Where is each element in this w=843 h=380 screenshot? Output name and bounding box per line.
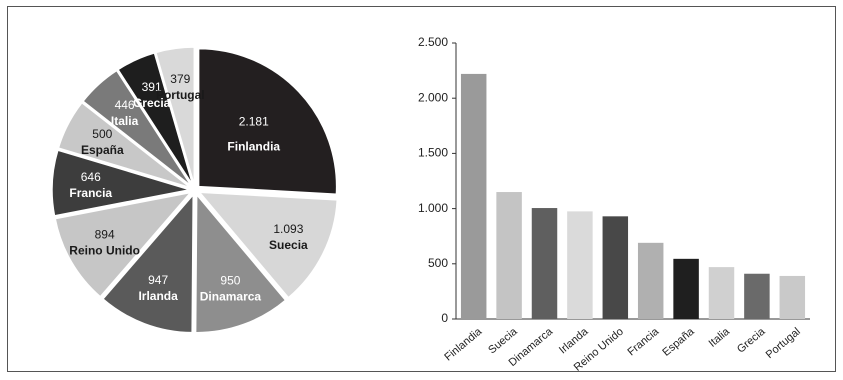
x-tick-label: Finlandia (442, 325, 485, 363)
pie-value-label: 950 (220, 273, 240, 287)
pie-slice-españa (57, 101, 192, 189)
bar-grecia (744, 273, 770, 319)
bar-reino-unido (602, 216, 629, 319)
pie-slice-irlanda (101, 192, 195, 334)
pie-category-label: Dinamarca (200, 289, 262, 303)
bar-irlanda (567, 211, 593, 319)
pie-value-label: 446 (115, 98, 135, 112)
pie-value-label: 2.181 (239, 115, 269, 129)
bar-dinamarca (531, 208, 558, 319)
pie-slice-reino-unido (54, 191, 193, 298)
pie-category-label: Grecia (133, 96, 171, 110)
x-tick-label: Italia (707, 325, 733, 350)
pie-category-label: Reino Unido (69, 243, 140, 257)
chart-figure: 2.181 Finlandia 1.093 Suecia 950 Dinamarca 947… (7, 6, 836, 373)
pie-category-label: Italia (111, 114, 139, 128)
y-tick-label: 500 (428, 256, 448, 270)
x-tick-label: Francia (625, 325, 661, 358)
pie-slice-francia (51, 149, 191, 217)
pie-slice-italia (81, 69, 193, 187)
pie-slice-suecia (197, 191, 339, 299)
bar-españa (673, 258, 699, 319)
pie-value-label: 646 (81, 170, 101, 184)
x-tick-label: España (660, 325, 697, 359)
bar-suecia (496, 192, 522, 319)
bar-italia (708, 267, 735, 319)
y-tick-label: 2.000 (418, 90, 448, 104)
pie-value-label: 391 (142, 80, 162, 94)
pie-value-label: 500 (92, 127, 112, 141)
pie-value-label: 1.093 (273, 222, 303, 236)
bar-francia (637, 242, 664, 319)
pie-category-label: Portugal (156, 88, 205, 102)
pie-value-label: 379 (170, 72, 190, 86)
pie-slice-portugal (154, 46, 196, 186)
pie-category-label: España (81, 143, 124, 157)
pie-slice-grecia (116, 51, 194, 186)
pie-value-label: 947 (148, 273, 168, 287)
pie-category-label: Suecia (269, 238, 308, 252)
y-tick-label: 1.000 (418, 201, 448, 215)
y-tick-label: 0 (441, 311, 448, 325)
x-tick-label: Portugal (764, 326, 803, 362)
bar-finlandia (460, 73, 487, 319)
pie-slice-dinamarca (194, 192, 287, 334)
pie-slice-finlandia (197, 47, 338, 195)
y-tick-label: 2.500 (418, 35, 448, 49)
pie-category-label: Irlanda (138, 289, 178, 303)
x-tick-label: Grecia (735, 325, 768, 356)
pie-category-label: Francia (69, 186, 112, 200)
pie-chart: 2.181 Finlandia 1.093 Suecia 950 Dinamarca 947… (51, 46, 339, 334)
y-tick-label: 1.500 (418, 146, 448, 160)
bar-portugal (779, 275, 806, 319)
pie-category-label: Finlandia (227, 140, 280, 154)
pie-value-label: 894 (95, 227, 115, 241)
